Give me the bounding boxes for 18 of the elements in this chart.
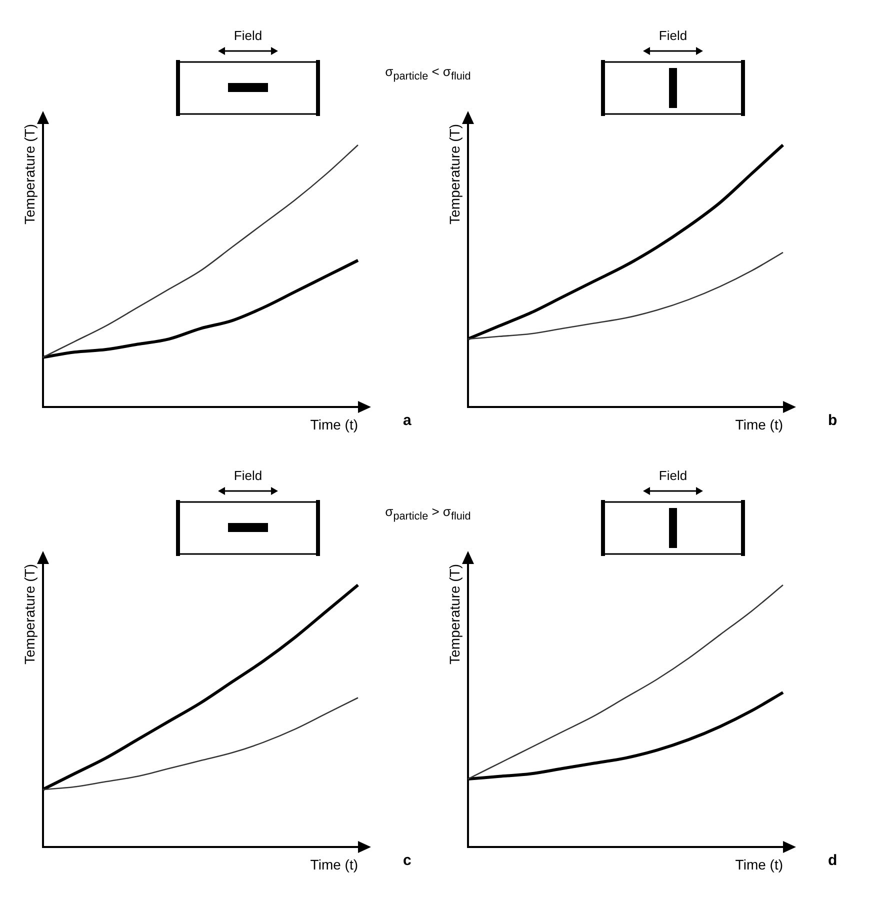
- y-axis-title: Temperature (T): [21, 124, 38, 224]
- text: Field: [658, 468, 688, 483]
- text: d: [828, 852, 838, 869]
- x-axis-title: Time (t): [310, 856, 358, 872]
- text: Field: [232, 468, 264, 483]
- y-axis-title: Temperature (T): [21, 564, 38, 664]
- x-axis-title: Time (t): [310, 416, 358, 432]
- text: σ$_{particle}$ > σ$_{fluid}$: [384, 504, 472, 523]
- text: c: [403, 852, 412, 869]
- text: Field: [232, 28, 264, 43]
- text: b: [828, 412, 838, 429]
- x-axis-title: Time (t): [735, 416, 783, 432]
- text: a: [403, 412, 412, 429]
- text: σ$_{particle}$ < σ$_{fluid}$: [384, 64, 472, 83]
- text: Field: [658, 28, 688, 43]
- y-axis-title: Temperature (T): [446, 124, 462, 224]
- x-axis-title: Time (t): [735, 856, 783, 872]
- y-axis-title: Temperature (T): [446, 564, 462, 664]
